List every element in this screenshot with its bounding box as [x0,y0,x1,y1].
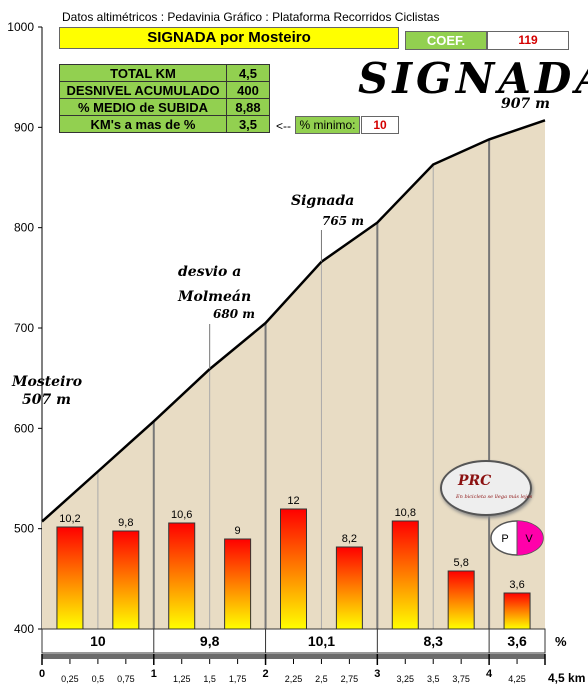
waypoint-name: Signada [291,193,354,209]
stats-row: KM's a mas de % 3,5 [59,115,270,133]
stat-label: DESNIVEL ACUMULADO [59,81,227,99]
pv-p-letter: P [501,533,508,545]
waypoint-altitude: 507 m [22,392,71,408]
km-summary-value: 9,8 [200,633,220,649]
gradient-bar-label: 5,8 [454,557,469,569]
x-minor-label: 1,5 [203,674,216,684]
x-end-label: 4,5 km [548,671,585,685]
stat-label: KM's a mas de % [59,115,227,133]
x-minor-label: 0,25 [61,674,79,684]
pv-badge: P V [490,520,544,556]
logo-text: PRC [458,473,492,489]
y-tick-label: 800 [14,221,34,235]
stat-label: % MEDIO de SUBIDA [59,98,227,116]
stats-table: TOTAL KM 4,5 DESNIVEL ACUMULADO 400 % ME… [59,64,270,133]
x-major-label: 4 [486,668,493,680]
gradient-bar [335,546,363,630]
logo-subtitle: En bicicleta se llega más lejos [456,494,533,500]
gradient-bar [280,508,307,630]
pct-symbol: % [555,634,567,649]
x-minor-label: 3,75 [452,674,470,684]
x-major-label: 2 [262,668,268,680]
y-tick-label: 900 [14,120,34,134]
stats-row: TOTAL KM 4,5 [59,64,270,82]
waypoint-name: desvio a [178,264,241,280]
stats-row: % MEDIO de SUBIDA 8,88 [59,98,270,116]
x-minor-label: 3,5 [427,674,440,684]
stat-value: 3,5 [226,115,270,133]
x-minor-label: 2,75 [341,674,359,684]
x-minor-label: 0,5 [92,674,105,684]
gradient-bar-label: 3,6 [509,579,524,591]
gradient-bar [503,592,531,630]
stat-value: 400 [226,81,270,99]
km-summary-value: 10 [90,633,106,649]
x-minor-label: 1,75 [229,674,247,684]
summit-altitude: 907 m [501,96,550,112]
coef-value: 119 [487,31,569,50]
gradient-bar-label: 9 [235,525,241,537]
gradient-bar-label: 12 [287,495,299,507]
gradient-bar-label: 10,6 [171,509,192,521]
km-summary-row [41,628,546,654]
gradient-bar [112,530,140,630]
stat-value: 4,5 [226,64,270,82]
x-major-label: 0 [39,668,45,680]
gradient-bar-label: 8,2 [342,533,357,545]
gradient-bar [391,520,419,630]
x-minor-label: 3,25 [397,674,415,684]
y-tick-label: 700 [14,321,34,335]
pct-min-value: 10 [361,116,399,134]
stat-value: 8,88 [226,98,270,116]
prc-logo: PRC En bicicleta se llega más lejos [440,460,532,516]
x-minor-label: 2,5 [315,674,328,684]
gradient-bar [224,538,252,630]
y-tick-label: 1000 [7,20,34,34]
waypoint-name: Molmeán [177,289,251,305]
distance-bar [42,654,545,659]
gradient-bar-label: 10,8 [395,507,416,519]
x-major-label: 1 [151,668,157,680]
y-tick-label: 500 [14,522,34,536]
x-minor-label: 2,25 [285,674,303,684]
stats-row: DESNIVEL ACUMULADO 400 [59,81,270,99]
y-tick-label: 400 [14,622,34,636]
summit-name: SIGNADA [358,54,588,103]
km-summary-value: 3,6 [507,633,527,649]
gradient-bar [56,526,84,630]
x-minor-label: 4,25 [508,674,526,684]
km-summary-value: 8,3 [423,633,443,649]
route-title: SIGNADA por Mosteiro [59,27,399,49]
x-minor-label: 1,25 [173,674,191,684]
waypoint-altitude: 680 m [213,307,255,321]
coef-label: COEF. [405,31,487,50]
data-credits: Datos altimétricos : Pedavinia Gráfico :… [62,10,440,24]
x-minor-label: 0,75 [117,674,135,684]
waypoint-name: Mosteiro [11,374,82,390]
profile-area [42,120,545,630]
profile-line [41,119,546,523]
km-summary-value: 10,1 [308,633,335,649]
gradient-bar-label: 9,8 [118,517,133,529]
stat-label: TOTAL KM [59,64,227,82]
waypoint-altitude: 765 m [322,214,364,228]
pct-min-label: % minimo: [295,116,360,134]
gradient-bar [168,522,196,630]
gradient-bar-label: 10,2 [59,513,80,525]
gradient-bar [447,570,475,630]
pv-v-letter: V [525,533,533,545]
x-major-label: 3 [374,668,380,680]
pct-min-arrow: <-- [276,119,291,133]
y-tick-label: 600 [14,421,34,435]
